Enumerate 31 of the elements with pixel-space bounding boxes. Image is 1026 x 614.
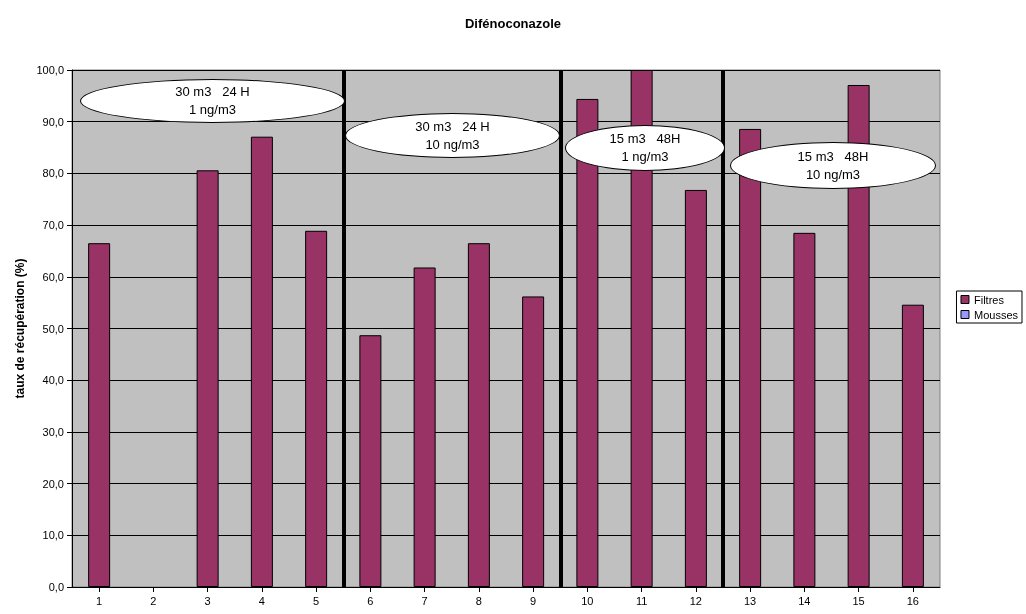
y-tick-label: 30,0 <box>42 425 64 438</box>
x-tick-label: 10 <box>581 594 594 607</box>
y-tick-label: 10,0 <box>42 529 64 542</box>
y-tick-label: 90,0 <box>42 115 64 128</box>
x-tick-label: 6 <box>367 594 374 607</box>
y-tick-label: 80,0 <box>42 167 64 180</box>
x-tick-label: 7 <box>421 594 428 607</box>
legend-label: Mousses <box>973 308 1019 321</box>
x-tick-label: 14 <box>798 594 811 607</box>
x-tick-label: 16 <box>906 594 919 607</box>
x-tick-label: 9 <box>530 594 537 607</box>
legend-label: Filtres <box>973 293 1005 306</box>
y-tick-label: 0,0 <box>48 581 64 593</box>
x-tick-label: 4 <box>258 594 265 607</box>
y-tick-label: 100,0 <box>36 64 64 76</box>
x-tick-label: 5 <box>313 594 320 607</box>
x-tick-label: 8 <box>475 594 482 607</box>
x-tick-label: 2 <box>150 594 157 607</box>
x-tick-label: 1 <box>96 594 103 607</box>
y-tick-label: 60,0 <box>42 270 64 283</box>
y-tick-label: 50,0 <box>42 322 64 335</box>
x-tick-label: 13 <box>744 594 757 607</box>
chart-title: Difénoconazole <box>464 16 562 31</box>
x-tick-label: 11 <box>635 594 648 607</box>
y-tick-label: 40,0 <box>42 374 64 387</box>
x-tick-label: 12 <box>689 594 702 607</box>
x-tick-label: 3 <box>204 594 211 607</box>
y-axis-title: taux de récupération (%) <box>12 258 27 399</box>
x-tick-label: 15 <box>852 594 865 607</box>
y-tick-label: 70,0 <box>42 219 64 232</box>
y-tick-label: 20,0 <box>42 477 64 490</box>
